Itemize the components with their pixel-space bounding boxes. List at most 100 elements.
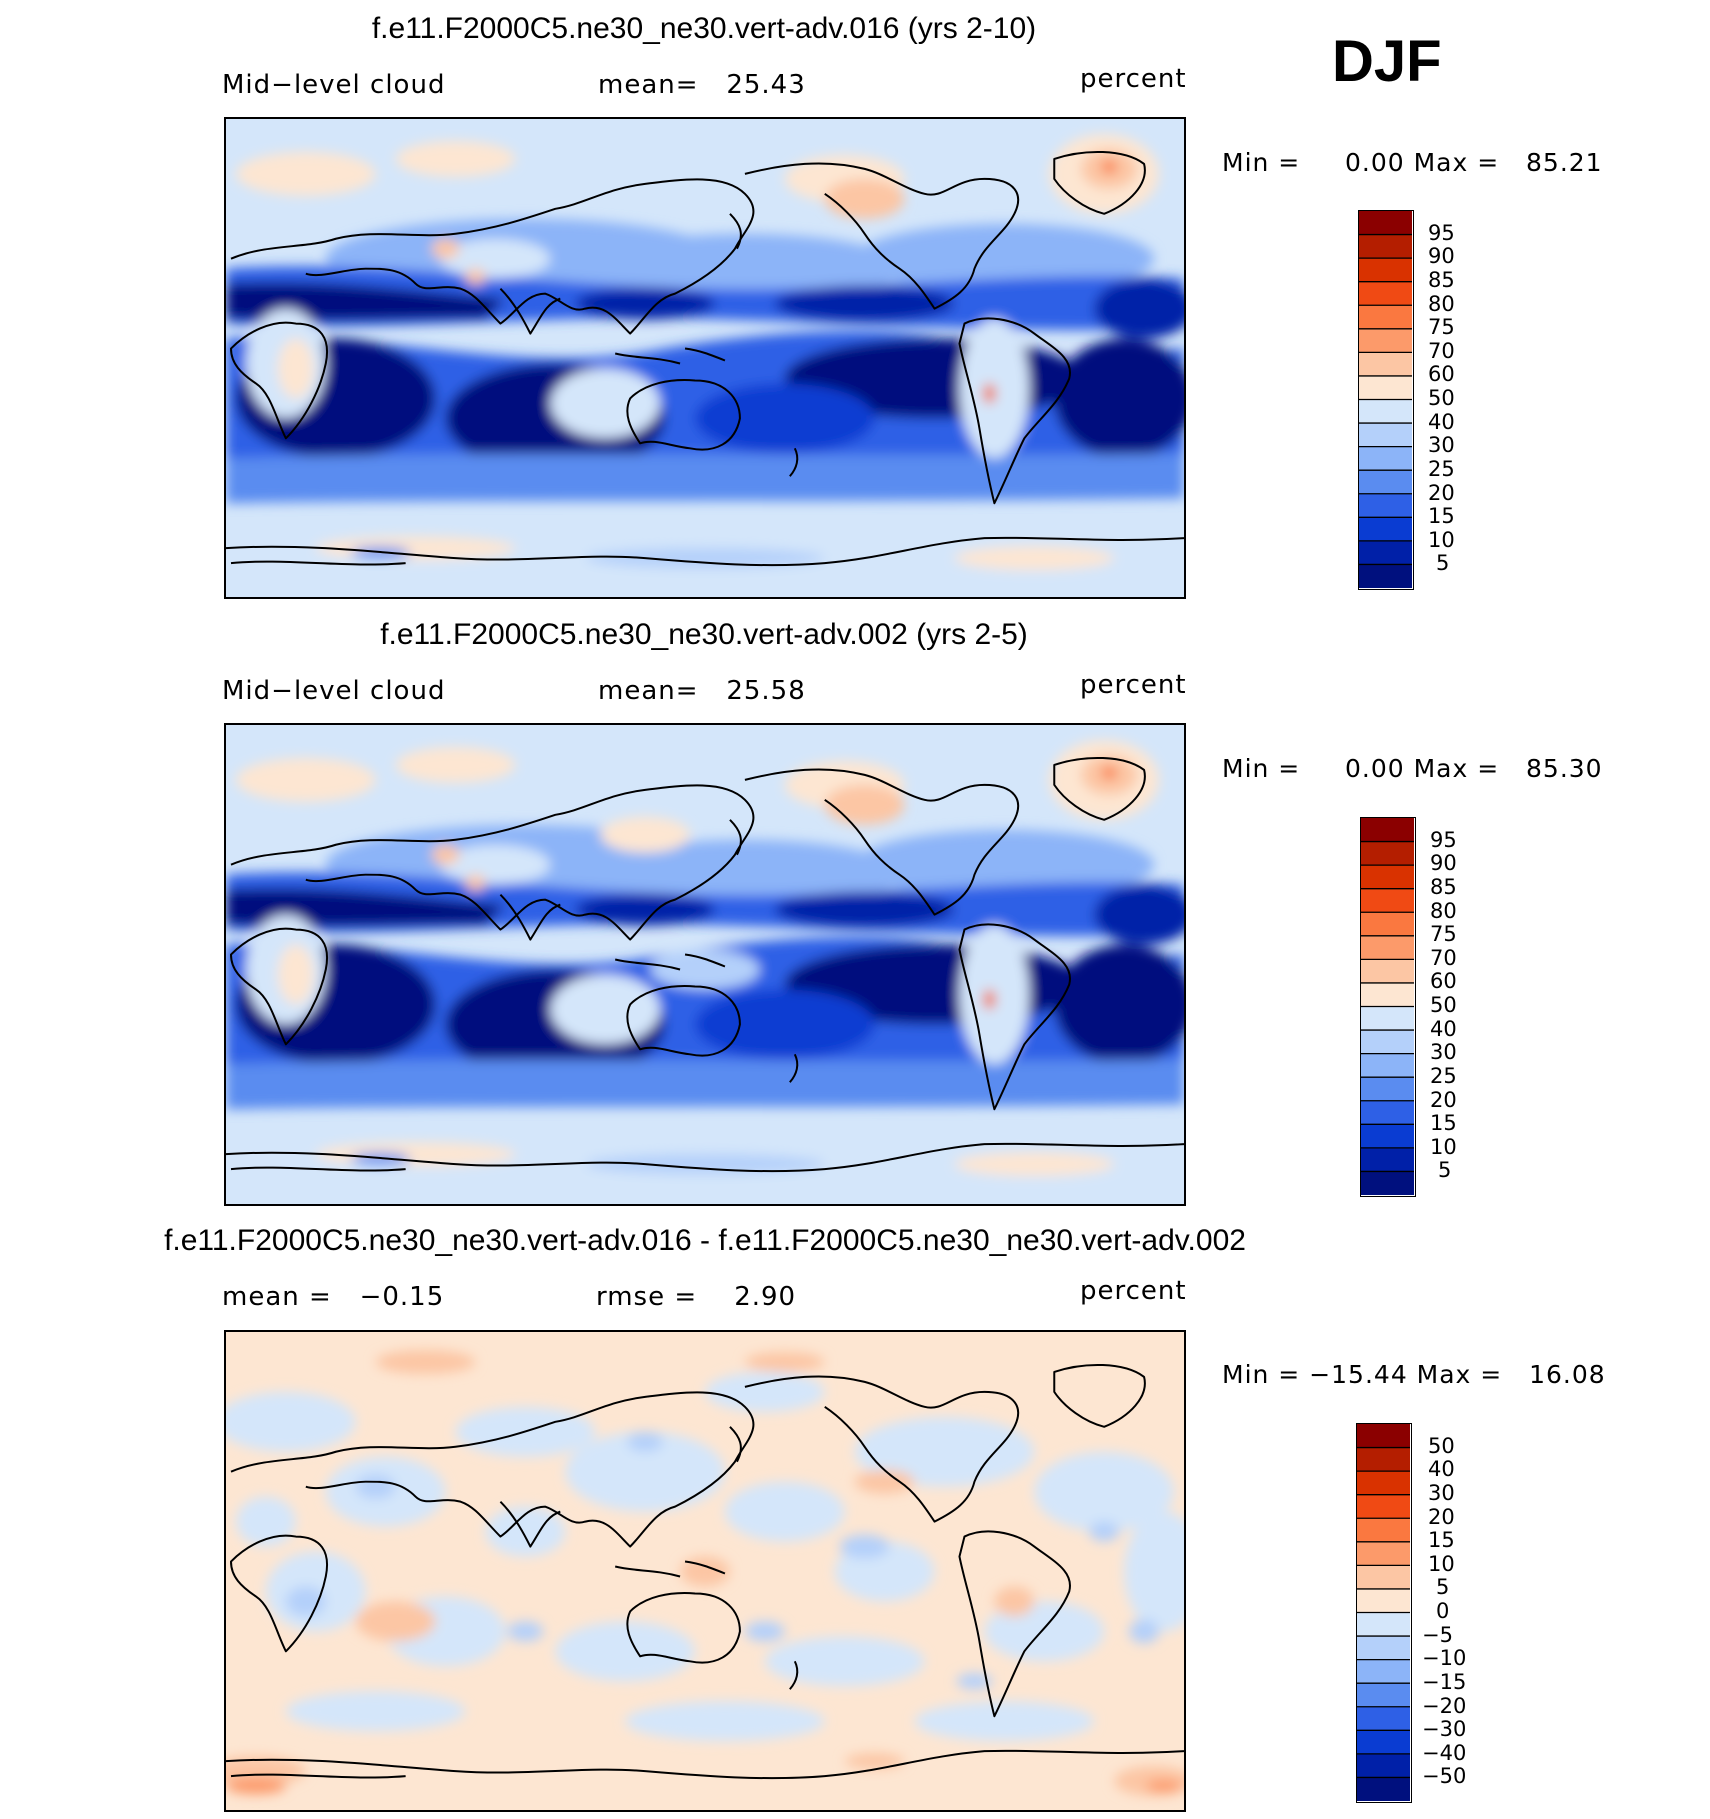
colorbar-swatch	[1359, 305, 1412, 330]
colorbar-tick-label: −20	[1422, 1693, 1467, 1718]
colorbar-tick-label: 50	[1430, 993, 1457, 1017]
colorbar-tick-label: 90	[1428, 244, 1455, 269]
coastline	[626, 379, 741, 451]
colorbar-tick-label: 5	[1436, 1575, 1450, 1600]
coastline	[499, 1500, 561, 1548]
colorbar-swatch	[1357, 1659, 1410, 1684]
colorbar-swatches	[1357, 1424, 1410, 1802]
panel-2-units-label: percent	[1080, 670, 1187, 700]
colorbar-swatch	[1357, 1447, 1410, 1472]
coastline	[229, 321, 328, 440]
colorbar-swatch	[1361, 818, 1414, 843]
colorbar-tick-label: 5	[1436, 551, 1450, 576]
colorbar-tick-label: 10	[1430, 1134, 1457, 1159]
colorbar-tick-label: 15	[1428, 1528, 1455, 1553]
colorbar-tick-label: 15	[1430, 1111, 1457, 1136]
colorbar-tick-label: 25	[1430, 1063, 1457, 1088]
coastline	[1053, 151, 1146, 215]
colorbar-swatch	[1361, 912, 1414, 937]
colorbar-swatch	[1361, 1077, 1414, 1102]
panel-1-colorbar	[1358, 210, 1414, 590]
colorbar-swatch	[1359, 493, 1412, 518]
colorbar-tick-label: 75	[1428, 315, 1455, 340]
colorbar-tick-label: 85	[1428, 267, 1455, 292]
coastline	[789, 1053, 799, 1083]
colorbar-swatch	[1357, 1424, 1410, 1449]
coastline	[230, 1391, 755, 1548]
colorbar-swatch	[1361, 982, 1414, 1008]
colorbar-tick-label: 20	[1428, 1504, 1455, 1529]
colorbar-tick-label: 15	[1428, 504, 1455, 529]
colorbar-tick-label: 25	[1428, 456, 1455, 481]
colorbar-swatch	[1361, 1053, 1414, 1078]
coastline	[744, 1375, 1020, 1523]
coastline	[226, 536, 1184, 567]
panel-3-units-label: percent	[1080, 1276, 1187, 1306]
coastline	[229, 927, 328, 1046]
panel-3-map	[224, 1330, 1186, 1812]
colorbar-swatch	[1361, 935, 1414, 960]
colorbar-swatch	[1359, 423, 1412, 448]
coastline	[729, 1426, 742, 1463]
colorbar-tick-label: −10	[1422, 1646, 1467, 1671]
colorbar-tick-label: 10	[1428, 1551, 1455, 1576]
colorbar-swatch	[1361, 959, 1414, 984]
panel-3-minmax: Min = −15.44 Max = 16.08	[1222, 1360, 1606, 1389]
coastline	[684, 347, 726, 362]
colorbar-swatch	[1357, 1565, 1410, 1590]
panel-3-colorbar	[1356, 1423, 1412, 1803]
colorbar-tick-label: 60	[1430, 969, 1457, 994]
colorbar-swatch	[1359, 234, 1412, 259]
colorbar-tick-label: 0	[1436, 1599, 1450, 1623]
season-label: DJF	[1332, 29, 1442, 94]
coastline	[230, 1166, 406, 1172]
panel-2-title: f.e11.F2000C5.ne30_ne30.vert-adv.002 (yr…	[380, 618, 1028, 651]
colorbar-tick-label: −5	[1422, 1622, 1453, 1647]
colorbar-swatch	[1359, 281, 1412, 306]
colorbar-tick-label: −40	[1422, 1740, 1467, 1765]
coastline	[729, 213, 742, 250]
colorbar-swatch	[1357, 1683, 1410, 1708]
coastline	[729, 819, 742, 856]
coastline	[226, 1142, 1184, 1173]
coastline	[229, 1534, 328, 1653]
coastline	[1053, 757, 1146, 821]
colorbar-tick-label: 50	[1428, 1433, 1455, 1458]
colorbar-tick-label: 30	[1430, 1040, 1457, 1065]
panel-1-units-label: percent	[1080, 64, 1187, 94]
colorbar-tick-label: 80	[1430, 898, 1457, 923]
colorbar-swatch	[1359, 258, 1412, 283]
panel-3-mean-label: mean = −0.15	[222, 1282, 445, 1312]
coastline	[614, 1565, 681, 1578]
panel-2-colorbar-labels: 95 90 85 80 75 70 60 50 40 30 25 20 15 10 5	[1430, 817, 1510, 1197]
colorbar-swatches	[1361, 818, 1414, 1196]
coastline	[958, 1530, 1072, 1718]
coastline	[230, 784, 755, 941]
colorbar-swatch	[1357, 1588, 1410, 1614]
panel-1-colorbar-labels: 95 90 85 80 75 70 60 50 40 30 25 20 15 10 5	[1428, 210, 1508, 590]
coastline	[1053, 1364, 1146, 1428]
colorbar-tick-label: −15	[1422, 1669, 1467, 1694]
panel-1-mean-label: mean= 25.43	[598, 70, 806, 100]
colorbar-swatch	[1361, 865, 1414, 890]
colorbar-tick-label: 90	[1430, 851, 1457, 876]
panel-2-colorbar	[1360, 817, 1416, 1197]
coastline	[684, 1560, 726, 1575]
colorbar-tick-label: 85	[1430, 874, 1457, 899]
colorbar-tick-label: 20	[1430, 1087, 1457, 1112]
panel-2-variable-label: Mid−level cloud	[222, 676, 446, 706]
colorbar-swatch	[1357, 1753, 1410, 1779]
colorbar-swatch	[1361, 1100, 1414, 1125]
colorbar-swatch	[1357, 1777, 1410, 1802]
colorbar-swatch	[1357, 1730, 1410, 1755]
colorbar-swatch	[1361, 1147, 1414, 1173]
panel-1-map	[224, 117, 1186, 599]
coastline	[958, 923, 1072, 1111]
colorbar-swatch	[1357, 1518, 1410, 1543]
colorbar-swatch	[1359, 564, 1412, 589]
panel-1-minmax: Min = 0.00 Max = 85.21	[1222, 148, 1603, 177]
colorbar-tick-label: 30	[1428, 433, 1455, 458]
colorbar-tick-label: −50	[1422, 1764, 1467, 1789]
coastline	[684, 953, 726, 968]
panel-2-mean-label: mean= 25.58	[598, 676, 806, 706]
